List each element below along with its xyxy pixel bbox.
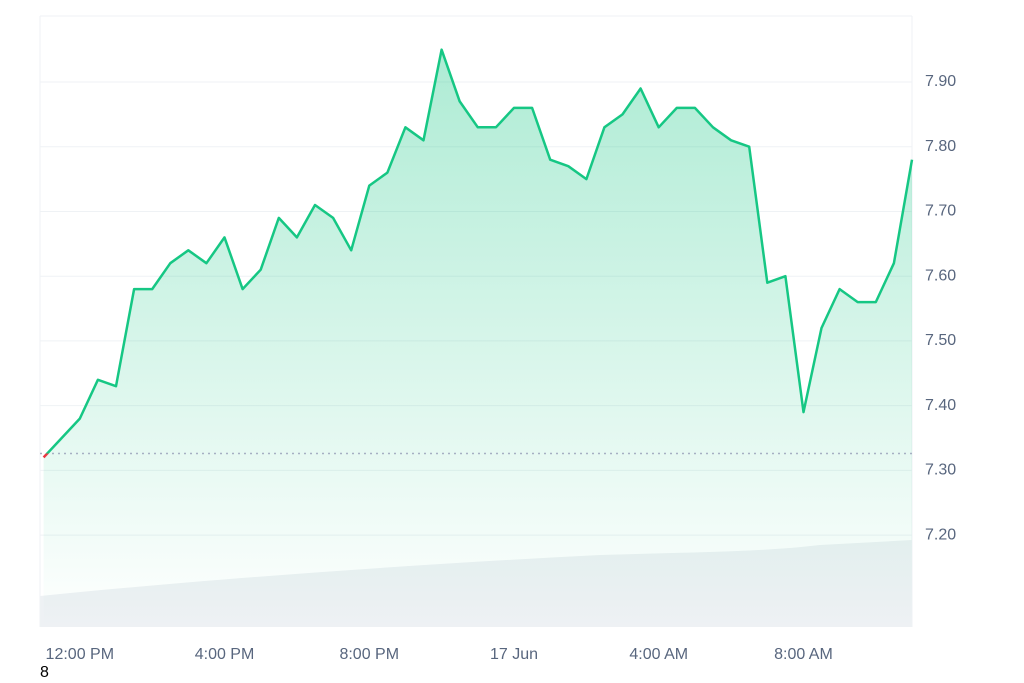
y-tick-label: 7.70 bbox=[925, 203, 956, 220]
area-fill bbox=[43, 49, 913, 627]
x-tick-label: 8:00 AM bbox=[774, 646, 833, 663]
y-tick-label: 7.20 bbox=[925, 526, 956, 543]
footnote: 8 bbox=[40, 664, 49, 681]
x-tick-label: 4:00 PM bbox=[195, 646, 255, 663]
x-tick-label: 4:00 AM bbox=[629, 646, 688, 663]
y-tick-label: 7.40 bbox=[925, 397, 956, 414]
y-tick-label: 7.90 bbox=[925, 73, 956, 90]
y-tick-label: 7.80 bbox=[925, 138, 956, 155]
y-tick-label: 7.60 bbox=[925, 267, 956, 284]
price-line bbox=[45, 48, 914, 454]
x-tick-label: 12:00 PM bbox=[46, 646, 114, 663]
y-tick-label: 7.30 bbox=[925, 462, 956, 479]
x-tick-label: 17 Jun bbox=[490, 646, 538, 663]
x-tick-label: 8:00 PM bbox=[339, 646, 399, 663]
y-tick-label: 7.50 bbox=[925, 332, 956, 349]
